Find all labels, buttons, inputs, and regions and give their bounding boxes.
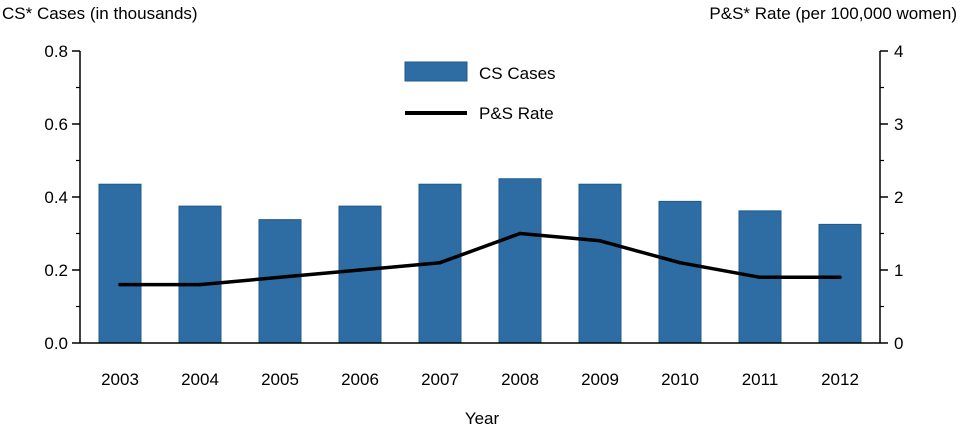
left-tick-label: 0.2 <box>44 261 68 280</box>
bar-2009 <box>578 183 622 344</box>
rate-point-2009 <box>598 239 602 243</box>
left-tick-label: 0.8 <box>44 42 68 61</box>
right-tick-label: 2 <box>894 188 903 207</box>
legend: CS Cases P&S Rate <box>404 61 556 123</box>
left-axis-title: CS* Cases (in thousands) <box>2 4 198 23</box>
x-tick-label-2004: 2004 <box>181 370 219 389</box>
right-tick-label: 3 <box>894 115 903 134</box>
bar-2005 <box>258 219 302 344</box>
right-tick-label: 4 <box>894 42 903 61</box>
legend-label-cs-cases: CS Cases <box>479 64 556 83</box>
legend-swatch-cs-cases <box>404 61 468 82</box>
x-tick-label-2007: 2007 <box>421 370 459 389</box>
bar-2010 <box>658 200 702 344</box>
x-tick-label-2008: 2008 <box>501 370 539 389</box>
x-tick-label-2006: 2006 <box>341 370 379 389</box>
x-tick-label-2003: 2003 <box>101 370 139 389</box>
left-tick-label: 0.0 <box>44 334 68 353</box>
left-tick-label: 0.4 <box>44 188 68 207</box>
legend-label-p-and-s-rate: P&S Rate <box>479 104 554 123</box>
rate-point-2006 <box>358 268 362 272</box>
line-layer <box>118 231 842 287</box>
bar-2004 <box>178 205 222 344</box>
rate-point-2007 <box>438 260 442 265</box>
bar-2006 <box>338 205 382 344</box>
left-tick-label: 0.6 <box>44 115 68 134</box>
x-tick-label-2012: 2012 <box>821 370 859 389</box>
rate-point-2005 <box>278 275 282 280</box>
right-axis-title: P&S* Rate (per 100,000 women) <box>709 4 957 23</box>
x-axis-title: Year <box>465 409 500 428</box>
rate-point-2012 <box>838 275 842 280</box>
bar-2012 <box>818 223 862 344</box>
rate-point-2004 <box>198 282 202 287</box>
right-tick-label: 0 <box>894 334 903 353</box>
rate-point-2010 <box>678 260 682 265</box>
rate-point-2008 <box>518 231 522 236</box>
bar-group <box>98 178 862 344</box>
axes <box>72 50 888 344</box>
rate-point-2011 <box>758 275 762 280</box>
x-tick-label-2011: 2011 <box>742 370 779 389</box>
bar-2008 <box>498 178 542 344</box>
x-tick-label-2005: 2005 <box>261 370 299 389</box>
x-tick-label-2009: 2009 <box>581 370 619 389</box>
bar-2003 <box>98 183 142 344</box>
right-tick-label: 1 <box>894 261 903 280</box>
rate-point-2003 <box>118 282 122 287</box>
p-and-s-rate-line <box>120 231 840 287</box>
x-tick-label-2010: 2010 <box>661 370 699 389</box>
tick-labels: 0.0 0.2 0.4 0.6 0.8 0 1 2 3 4 2003 2004 2005 2006 2007… <box>44 42 903 389</box>
